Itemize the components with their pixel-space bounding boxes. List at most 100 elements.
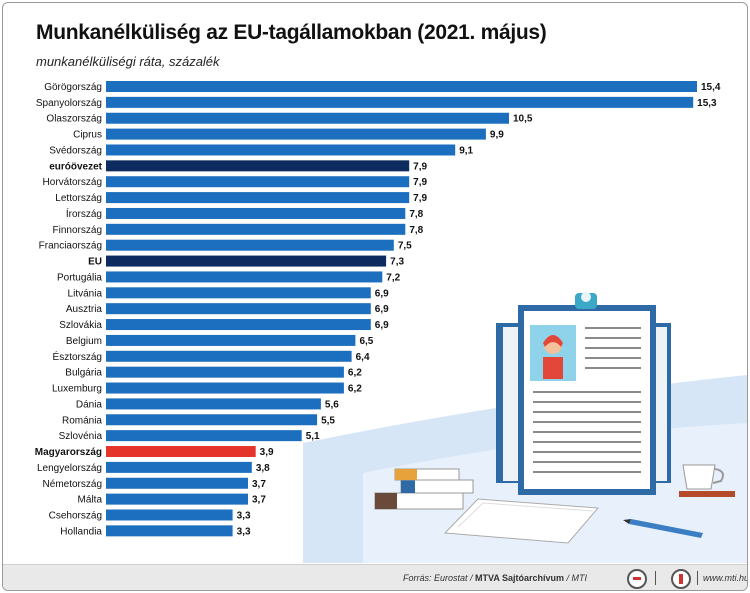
chart-title: Munkanélküliség az EU-tagállamokban (202… — [36, 21, 547, 44]
value-label: 15,4 — [701, 82, 721, 93]
category-label: EU — [88, 257, 102, 268]
paper-icon — [443, 498, 600, 544]
book-stack-icon — [374, 468, 474, 510]
category-label: Románia — [62, 415, 102, 426]
bar — [106, 303, 371, 315]
value-label: 7,5 — [398, 241, 412, 252]
bar — [106, 319, 371, 331]
bar — [106, 255, 387, 267]
clipboard-icon — [496, 292, 671, 495]
bar — [106, 430, 302, 442]
value-label: 3,8 — [256, 463, 270, 474]
pencil-icon — [623, 519, 703, 538]
value-label: 3,3 — [237, 510, 251, 521]
value-label: 3,7 — [252, 479, 266, 490]
category-label: Finnország — [53, 225, 102, 236]
bar — [106, 223, 406, 235]
category-label: Lettország — [55, 193, 102, 204]
category-label: Belgium — [66, 336, 102, 347]
category-label: Horvátország — [43, 177, 102, 188]
category-label: Bulgária — [65, 368, 102, 379]
category-label: Észtország — [53, 350, 102, 363]
value-label: 6,9 — [375, 320, 389, 331]
value-label: 7,9 — [413, 161, 427, 172]
category-label: Németország — [43, 479, 102, 490]
category-label: Magyarország — [35, 447, 102, 458]
category-label: Szlovénia — [59, 431, 103, 442]
bar — [106, 287, 371, 299]
divider — [697, 571, 698, 585]
bar — [106, 176, 410, 188]
category-label: euróövezet — [49, 161, 102, 172]
bar — [106, 382, 344, 394]
footer-url: www.mti.hu — [703, 573, 748, 583]
category-label: Spanyolország — [36, 98, 102, 109]
bar — [106, 112, 509, 124]
bar — [106, 144, 456, 156]
value-label: 7,9 — [413, 177, 427, 188]
value-label: 6,2 — [348, 384, 362, 395]
bar-group: Görögország 15,4 Spanyolország 15,3 Olaszors… — [35, 81, 721, 537]
value-label: 10,5 — [513, 114, 533, 125]
bar — [106, 525, 233, 537]
value-label: 15,3 — [697, 98, 717, 109]
bar — [106, 207, 406, 219]
category-label: Svédország — [49, 145, 102, 156]
bar — [106, 192, 410, 204]
bar — [106, 461, 252, 473]
bar — [106, 128, 486, 140]
chart-subtitle: munkanélküliségi ráta, százalék — [36, 54, 220, 69]
mtva-logo-icon — [627, 569, 647, 589]
bar — [106, 334, 356, 346]
value-label: 3,3 — [237, 526, 251, 537]
category-label: Málta — [78, 495, 103, 506]
illustration — [303, 292, 747, 563]
bar — [106, 398, 321, 410]
value-label: 9,9 — [490, 130, 504, 141]
value-label: 6,9 — [375, 304, 389, 315]
category-label: Írország — [66, 207, 102, 220]
bar — [106, 366, 344, 378]
bar — [106, 81, 697, 92]
category-label: Csehország — [49, 510, 102, 521]
value-label: 5,6 — [325, 399, 339, 410]
value-label: 7,9 — [413, 193, 427, 204]
bar — [106, 446, 256, 458]
category-label: Olaszország — [46, 114, 102, 125]
coffee-cup-icon — [679, 464, 735, 497]
category-label: Litvánia — [68, 288, 103, 299]
divider — [655, 571, 656, 585]
category-label: Portugália — [57, 272, 102, 283]
value-label: 6,5 — [359, 336, 373, 347]
bar — [106, 160, 410, 172]
category-label: Franciaország — [39, 241, 102, 252]
category-label: Luxemburg — [52, 384, 102, 395]
category-label: Ciprus — [73, 130, 102, 141]
category-label: Lengyelország — [37, 463, 102, 474]
value-label: 3,9 — [260, 447, 274, 458]
footer: Forrás: Eurostat / MTVA Sajtóarchívum / … — [3, 564, 748, 590]
bar — [106, 350, 352, 362]
value-label: 6,4 — [356, 352, 370, 363]
category-label: Hollandia — [60, 526, 102, 537]
category-label: Ausztria — [66, 304, 103, 315]
value-label: 7,8 — [409, 225, 423, 236]
category-label: Szlovákia — [59, 320, 102, 331]
bar — [106, 414, 318, 426]
source-note: Forrás: Eurostat / MTVA Sajtóarchívum / … — [402, 573, 587, 583]
bar — [106, 477, 248, 489]
bar — [106, 239, 394, 251]
value-label: 7,2 — [386, 272, 400, 283]
category-label: Dánia — [76, 399, 103, 410]
value-label: 7,3 — [390, 257, 404, 268]
value-label: 5,5 — [321, 415, 335, 426]
value-label: 6,9 — [375, 288, 389, 299]
bar — [106, 509, 233, 521]
category-label: Görögország — [44, 82, 102, 93]
bar-chart: Görögország 15,4 Spanyolország 15,3 Olaszors… — [35, 81, 747, 563]
bar — [106, 493, 248, 505]
value-label: 3,7 — [252, 495, 266, 506]
value-label: 5,1 — [306, 431, 320, 442]
bar — [106, 96, 694, 108]
